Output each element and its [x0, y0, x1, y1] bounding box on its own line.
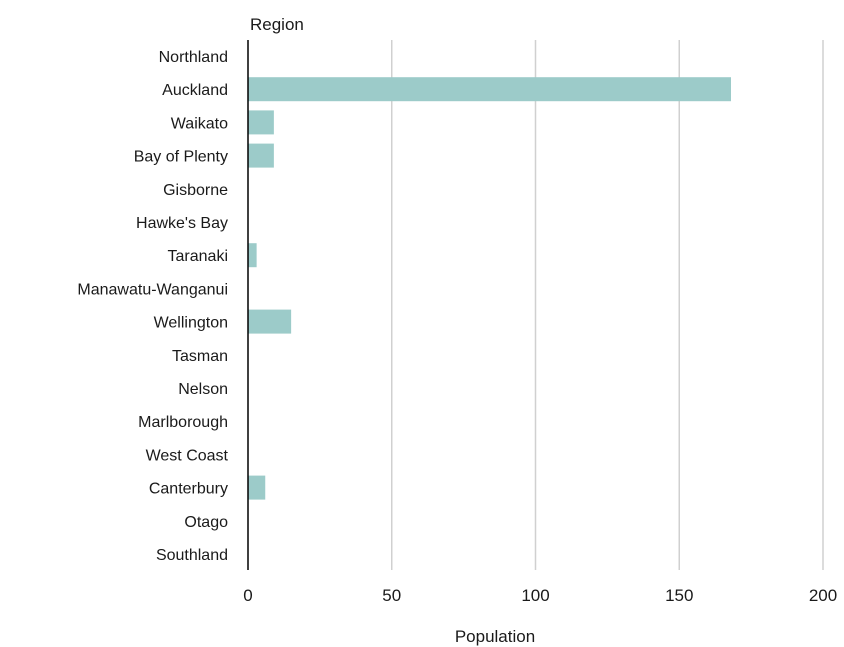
bar-auckland [248, 77, 731, 101]
category-label-waikato: Waikato [171, 115, 228, 132]
category-label-auckland: Auckland [162, 82, 228, 99]
bar-canterbury [248, 476, 265, 500]
bars [248, 77, 731, 499]
category-label-west-coast: West Coast [146, 447, 229, 464]
x-tick-100: 100 [521, 586, 549, 605]
category-label-bay-of-plenty: Bay of Plenty [134, 149, 228, 166]
x-axis-title: Population [455, 627, 535, 646]
y-axis-title: Region [250, 15, 304, 34]
x-tick-0: 0 [243, 586, 252, 605]
category-label-nelson: Nelson [178, 381, 228, 398]
category-label-taranaki: Taranaki [168, 248, 228, 265]
category-label-hawke-s-bay: Hawke's Bay [136, 215, 228, 232]
gridlines [392, 40, 823, 570]
x-tick-50: 50 [382, 586, 401, 605]
bar-taranaki [248, 243, 257, 267]
x-tick-150: 150 [665, 586, 693, 605]
category-label-canterbury: Canterbury [149, 481, 228, 498]
category-label-wellington: Wellington [154, 315, 228, 332]
category-label-southland: Southland [156, 547, 228, 564]
bar-waikato [248, 110, 274, 134]
x-tick-200: 200 [809, 586, 837, 605]
category-label-manawatu-wanganui: Manawatu-Wanganui [77, 281, 228, 298]
bar-wellington [248, 310, 291, 334]
category-label-gisborne: Gisborne [163, 182, 228, 199]
x-tick-labels: 0 50 100 150 200 [243, 586, 837, 605]
category-label-otago: Otago [184, 514, 228, 531]
category-label-marlborough: Marlborough [138, 414, 228, 431]
bar-bay-of-plenty [248, 144, 274, 168]
category-label-northland: Northland [159, 49, 228, 66]
category-label-tasman: Tasman [172, 348, 228, 365]
category-labels: Northland Auckland Waikato Bay of Plenty Gis… [77, 49, 228, 564]
